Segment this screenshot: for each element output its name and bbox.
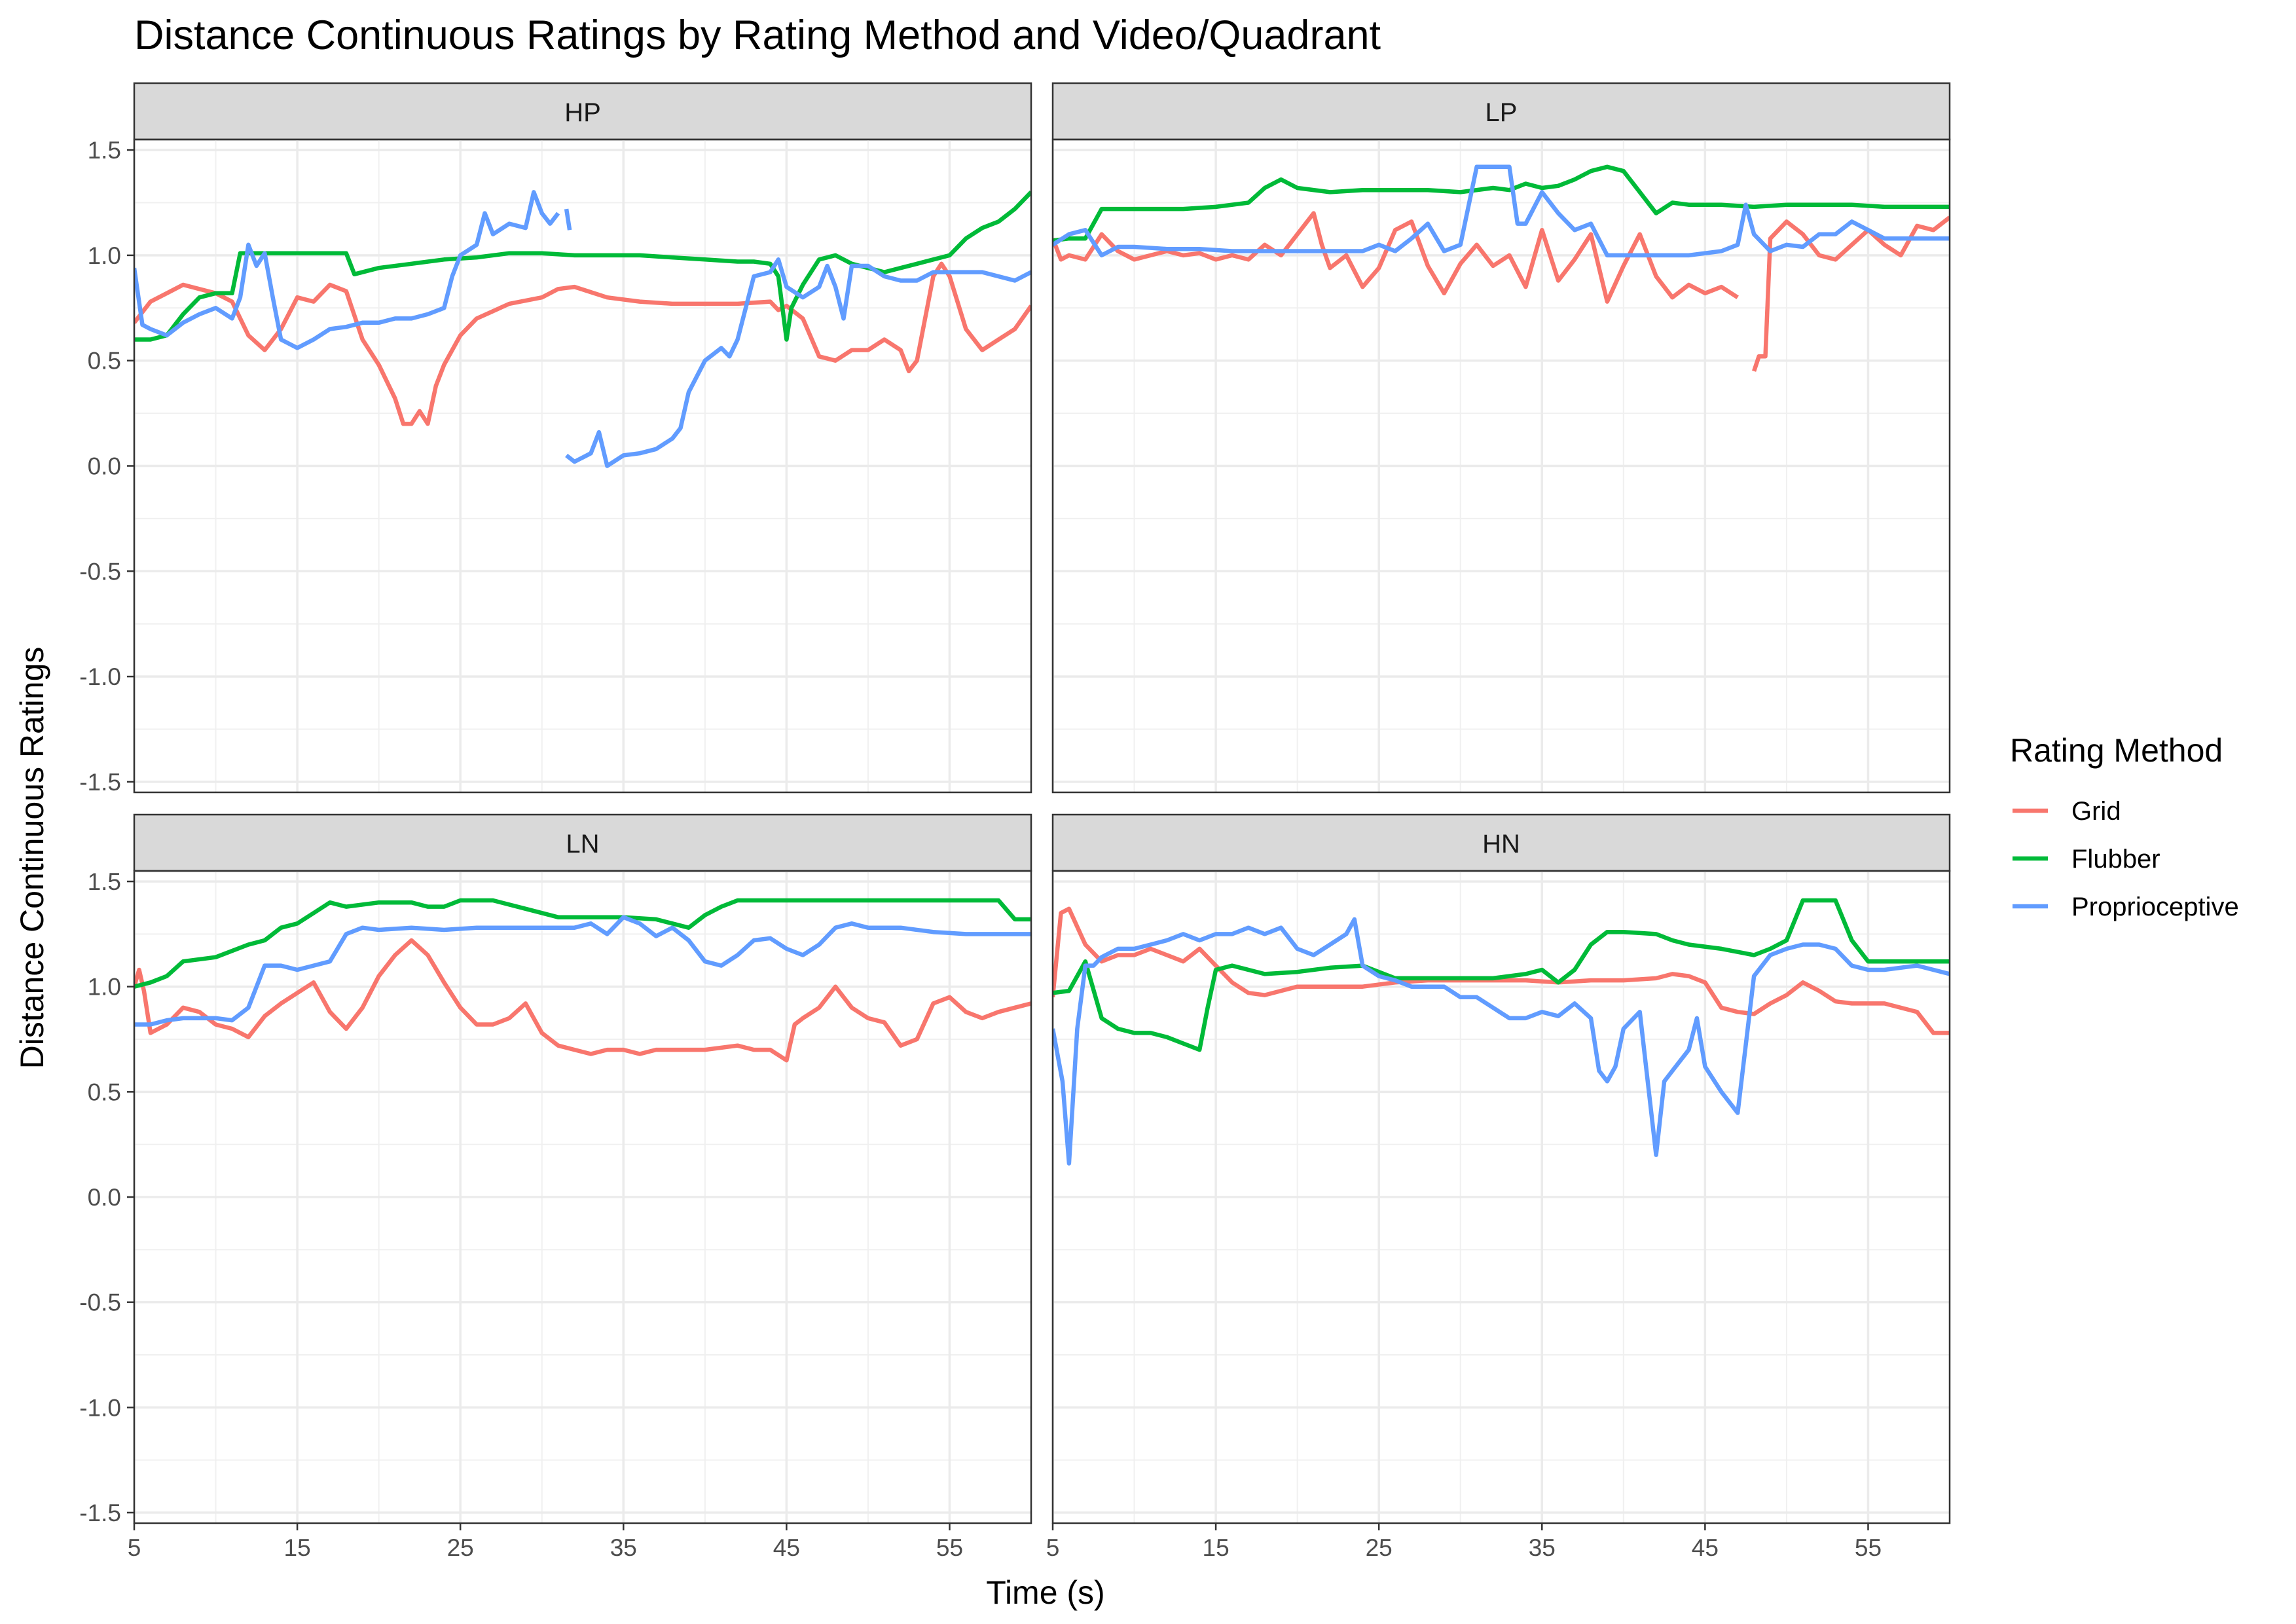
x-tick-label: 25 — [447, 1534, 474, 1561]
panel-hn: HN 5 15 25 35 45 55 — [1046, 813, 1951, 1561]
x-tick-label: 45 — [773, 1534, 800, 1561]
facet-strip — [133, 82, 1032, 141]
series-line-grid-hp — [134, 261, 1031, 426]
y-tick-label: -1.5 — [79, 1500, 121, 1526]
series-line-proprioceptive-ln — [134, 915, 1031, 1027]
x-tick-label: 25 — [1366, 1534, 1393, 1561]
x-tick-label: 35 — [610, 1534, 637, 1561]
y-axis-label: Distance Continuous Ratings — [14, 647, 50, 1069]
x-tick-label: 55 — [936, 1534, 963, 1561]
x-tick-label: 5 — [128, 1534, 141, 1561]
y-tick-label: 1.5 — [88, 868, 121, 895]
y-tick-label: 1.0 — [88, 974, 121, 1001]
x-tick-label: 5 — [1046, 1534, 1060, 1561]
y-tick-label: -0.5 — [79, 1289, 121, 1316]
series-lines — [1053, 164, 1950, 372]
x-tick-label: 45 — [1692, 1534, 1719, 1561]
legend: Rating Method Grid Flubber Proprioceptive — [2010, 732, 2239, 921]
facet-strip — [133, 813, 1032, 872]
series-line-proprioceptive-hp — [564, 208, 572, 231]
panel-border — [1051, 138, 1951, 794]
panel-lp: LP — [1051, 82, 1951, 794]
series-lines — [1053, 898, 1950, 1166]
x-tick-label: 15 — [284, 1534, 311, 1561]
y-tick-label: 0.0 — [88, 1184, 121, 1211]
panel-ln: LN -1.5 -1.0 -0.5 0.0 0.5 1.0 1.5 5 15 25 35 45 55 — [79, 813, 1032, 1561]
series-line-grid-lp — [1053, 211, 1739, 304]
series-line-proprioceptive-lp — [1053, 164, 1950, 258]
y-tick-label: 1.5 — [88, 137, 121, 164]
series-line-flubber-ln — [134, 898, 1031, 989]
legend-label-grid: Grid — [2071, 797, 2121, 826]
y-tick-label: 0.5 — [88, 348, 121, 375]
facet-panels: HP -1.5 -1.0 -0.5 0.0 0.5 1.0 1.5 LP LN -1.5 -1.0 -0… — [79, 82, 1951, 1561]
y-tick-label: -1.0 — [79, 663, 121, 690]
facet-strip — [1051, 82, 1951, 141]
y-tick-label: -1.0 — [79, 1394, 121, 1421]
series-line-proprioceptive-hn — [1053, 917, 1950, 1166]
y-tick-label: -0.5 — [79, 558, 121, 585]
legend-label-proprioceptive: Proprioceptive — [2071, 893, 2239, 921]
facet-strip-label: HP — [564, 98, 601, 127]
y-tick-label: 0.0 — [88, 453, 121, 480]
series-lines — [134, 190, 1031, 468]
x-axis-label: Time (s) — [986, 1574, 1104, 1611]
series-line-grid-ln — [134, 938, 1031, 1063]
x-tick-label: 15 — [1203, 1534, 1230, 1561]
x-tick-label: 35 — [1529, 1534, 1556, 1561]
series-lines — [134, 898, 1031, 1063]
y-tick-label: 0.5 — [88, 1079, 121, 1105]
panel-border — [1051, 870, 1951, 1524]
chart-title: Distance Continuous Ratings by Rating Me… — [134, 12, 1381, 58]
legend-title: Rating Method — [2010, 732, 2223, 769]
series-line-flubber-lp — [1053, 164, 1950, 243]
facet-strip-label: HN — [1482, 830, 1520, 858]
series-line-grid-lp — [1752, 215, 1950, 372]
x-tick-label: 55 — [1855, 1534, 1882, 1561]
series-line-proprioceptive-hp — [134, 190, 560, 350]
y-tick-label: 1.0 — [88, 242, 121, 269]
panel-hp: HP -1.5 -1.0 -0.5 0.0 0.5 1.0 1.5 — [79, 82, 1032, 796]
facet-strip-label: LN — [566, 830, 599, 858]
y-tick-label: -1.5 — [79, 769, 121, 796]
facet-strip-label: LP — [1485, 98, 1518, 127]
series-line-flubber-hn — [1053, 898, 1950, 1052]
legend-label-flubber: Flubber — [2071, 845, 2160, 874]
series-line-proprioceptive-hp — [565, 257, 1031, 468]
